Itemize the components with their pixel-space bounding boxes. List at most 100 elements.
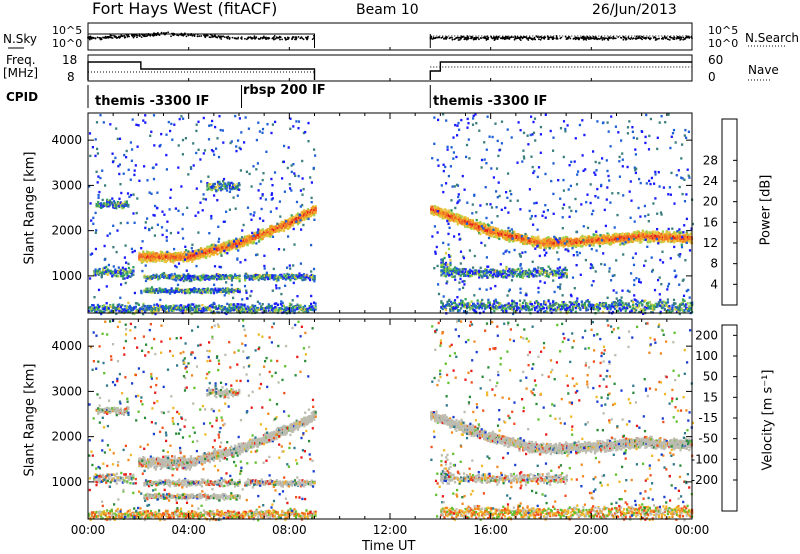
noise-point [89,37,92,39]
power-point [261,237,264,241]
noise-point [643,37,645,39]
noise-point [514,37,517,40]
noise-point [196,35,199,38]
noise-point [688,37,691,39]
noise-point [647,36,650,39]
power-point [313,277,316,280]
noise-point [438,36,441,39]
noise-point [601,39,604,41]
power-point [230,279,234,282]
noise-point [478,38,480,41]
noise-point [505,36,507,39]
noise-point [113,34,115,37]
power-point [498,237,501,241]
noise-point [641,35,643,38]
noise-point [158,34,161,36]
noise-point [605,37,607,40]
nsearch-tick-top: 10^5 [708,24,739,37]
noise-point [638,35,640,38]
power-point [581,234,584,238]
noise-point [640,37,643,40]
power-point [283,229,286,233]
noise-point [533,36,536,39]
noise-point [506,35,509,38]
noise-point [281,38,283,41]
noise-point [645,37,647,40]
noise-point [569,37,572,40]
noise-point [246,37,249,40]
noise-point [307,35,309,38]
power-point [261,228,264,231]
noise-point [451,38,454,41]
power-point [291,224,294,227]
noise-point [625,38,628,40]
noise-point [209,36,212,39]
noise-point [495,36,498,39]
noise-point [493,36,495,39]
noise-point [185,35,188,38]
noise-point [91,36,93,39]
noise-point [143,34,146,37]
noise-point [622,38,625,41]
noise-point [572,38,575,40]
noise-point [151,34,154,37]
noise-point [530,38,533,41]
noise-point [457,39,460,41]
noise-point [193,34,195,37]
noise-point [551,37,554,39]
power-point [439,215,442,218]
noise-point [602,36,604,39]
noise-point [235,37,238,40]
noise-point [103,36,106,39]
noise-point [603,37,606,39]
power-point [132,266,135,269]
noise-point [455,37,457,39]
power-point [105,265,108,269]
power-point [225,189,229,192]
noise-point [667,38,670,41]
nsearch-tick-bottom: 10^0 [708,37,739,50]
noise-point [577,36,580,39]
power-point [100,276,103,279]
noise-point [534,38,537,41]
power-point [246,243,249,247]
freq-label: Freq. [6,53,36,67]
power-point [598,245,602,248]
freq-line [87,61,316,80]
noise-point [664,37,667,40]
noise-point [503,36,505,39]
noise-point [629,38,632,40]
noise-point [208,36,211,39]
noise-point [287,38,290,40]
noise-point [673,36,676,39]
power-point [209,182,212,186]
cpid-segment-2: rbsp 200 IF [243,83,326,98]
noise-point [274,38,277,40]
cpid-label: CPID [6,90,39,104]
noise-point [440,37,443,39]
noise-point [614,37,617,40]
power-point [238,279,241,283]
power-point [483,231,486,234]
power-point [484,224,487,227]
noise-point [253,35,256,37]
power-point [469,221,472,224]
noise-point [260,36,262,39]
noise-point [574,36,577,39]
noise-point [517,36,520,39]
power-point [209,291,212,295]
noise-point [133,35,136,38]
noise-point [503,38,506,41]
freq-panel-frame [87,54,693,82]
power-point [309,278,312,282]
power-point [475,218,478,222]
power-point [537,235,540,238]
noise-point [252,37,254,39]
noise-point [457,36,459,39]
power-point [661,230,664,233]
noise-point [594,37,597,39]
power-point [132,273,135,276]
noise-point [475,37,478,40]
noise-point [265,37,268,40]
noise-point [466,37,469,39]
